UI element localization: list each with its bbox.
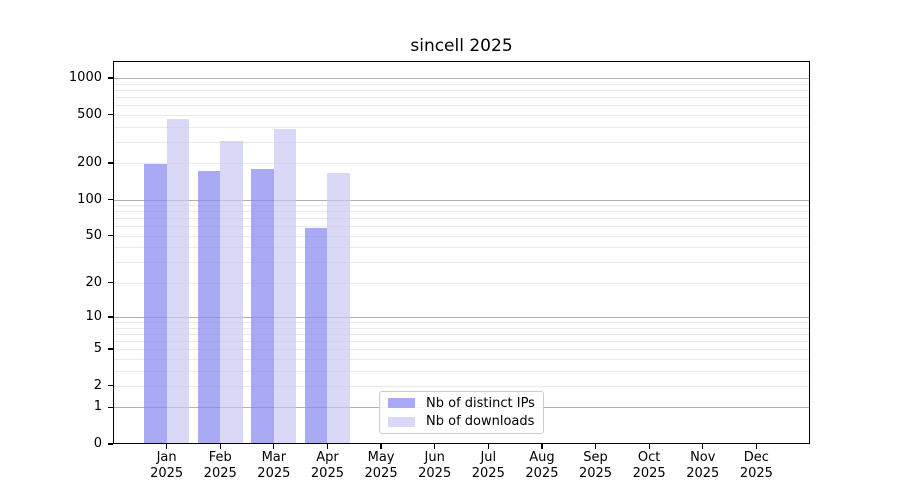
chart-title: sincell 2025 <box>410 36 513 56</box>
x-axis-tick-mark <box>273 444 275 449</box>
gridline-minor <box>113 163 810 165</box>
x-axis-tick-mark <box>541 444 543 449</box>
gridline-minor <box>113 126 810 128</box>
y-axis-tick-label: 200 <box>77 155 102 171</box>
legend-item-distinct-ips: Nb of distinct IPs <box>388 394 535 412</box>
legend-label-downloads: Nb of downloads <box>426 414 535 430</box>
x-axis-tick-mark <box>702 444 704 449</box>
gridline-minor <box>113 327 810 329</box>
x-axis-tick-label: Mar 2025 <box>257 450 291 481</box>
gridline-minor <box>113 340 810 342</box>
y-axis-tick-mark <box>108 282 113 284</box>
gridline-minor <box>113 282 810 284</box>
legend-swatch-distinct-ips-icon <box>388 398 415 409</box>
y-axis-tick-mark <box>108 198 113 201</box>
legend-label-distinct-ips: Nb of distinct IPs <box>426 395 535 411</box>
y-axis-tick-label: 50 <box>85 227 102 243</box>
x-axis-tick-label: Nov 2025 <box>686 450 720 481</box>
bar-downloads <box>273 129 297 444</box>
x-axis-tick-label: Apr 2025 <box>310 450 344 481</box>
y-axis-tick-mark <box>108 77 113 79</box>
y-axis-tick-mark <box>108 235 113 237</box>
gridline-minor <box>113 247 810 249</box>
y-axis-tick-mark <box>108 348 113 350</box>
legend: Nb of distinct IPs Nb of downloads <box>379 391 544 434</box>
y-axis-tick-label: 500 <box>77 106 102 122</box>
gridline-minor <box>113 141 810 143</box>
gridline-minor <box>113 322 810 324</box>
gridline-minor <box>113 96 810 98</box>
x-axis-tick-label: Jan 2025 <box>150 450 184 481</box>
x-axis-tick-mark <box>487 444 489 449</box>
y-axis-tick-label: 10 <box>85 308 102 324</box>
gridline-minor <box>113 218 810 220</box>
bar-distinct-ips <box>144 164 167 444</box>
gridline-minor <box>113 105 810 107</box>
gridline-minor <box>113 385 810 387</box>
gridline-minor <box>113 370 810 372</box>
x-axis-tick-mark <box>434 444 436 449</box>
x-axis-tick-mark <box>648 444 650 449</box>
y-axis-tick-label: 0 <box>93 436 102 451</box>
x-axis-tick-label: Oct 2025 <box>632 450 666 481</box>
plot-area <box>113 61 810 444</box>
gridline-minor <box>113 262 810 264</box>
y-axis-tick-mark <box>108 162 113 164</box>
x-axis-tick-mark <box>755 444 758 449</box>
x-axis-tick-label: Aug 2025 <box>525 450 559 481</box>
y-axis-tick-label: 2 <box>93 377 102 393</box>
gridline-minor <box>113 205 810 207</box>
gridline-minor <box>113 235 810 237</box>
y-axis-tick-mark <box>108 316 113 318</box>
gridline-minor <box>113 226 810 228</box>
gridline-minor <box>113 83 810 85</box>
bar-distinct-ips <box>251 169 274 444</box>
x-axis-tick-label: Feb 2025 <box>203 450 237 481</box>
legend-swatch-downloads-icon <box>388 416 415 427</box>
gridline-minor <box>113 211 810 213</box>
gridline-minor <box>113 333 810 335</box>
bar-distinct-ips <box>304 228 328 444</box>
gridline-minor <box>113 358 810 360</box>
x-axis-tick-label: Jun 2025 <box>418 450 452 481</box>
bar-distinct-ips <box>197 171 221 444</box>
x-axis-tick-mark <box>165 444 168 449</box>
x-axis-tick-label: Dec 2025 <box>739 450 773 481</box>
y-axis-tick-mark <box>108 406 113 408</box>
gridline-minor <box>113 89 810 91</box>
bar-downloads <box>220 141 243 444</box>
gridline-minor <box>113 349 810 351</box>
y-axis-tick-label: 20 <box>85 274 102 290</box>
y-axis-tick-label: 1000 <box>68 70 102 86</box>
y-axis-tick-label: 100 <box>77 191 102 207</box>
y-axis-tick-mark <box>108 114 113 116</box>
gridline-major <box>113 78 810 80</box>
x-axis-tick-mark <box>219 444 221 449</box>
bar-downloads <box>166 119 190 444</box>
x-axis-tick-label: May 2025 <box>364 450 398 481</box>
y-axis-tick-label: 5 <box>93 341 102 357</box>
x-axis-tick-mark <box>594 444 597 449</box>
y-axis-tick-mark <box>108 385 113 387</box>
bar-downloads <box>327 173 350 444</box>
x-axis-tick-label: Jul 2025 <box>471 450 505 481</box>
x-axis-tick-label: Sep 2025 <box>578 450 613 481</box>
gridline-major <box>113 199 810 201</box>
legend-item-downloads: Nb of downloads <box>388 413 535 431</box>
gridline-minor <box>113 114 810 116</box>
y-axis-tick-mark <box>108 443 113 445</box>
gridline-major <box>113 316 810 318</box>
y-axis-tick-label: 1 <box>93 399 102 415</box>
x-axis-tick-mark <box>380 444 382 449</box>
x-axis-tick-mark <box>326 444 329 449</box>
